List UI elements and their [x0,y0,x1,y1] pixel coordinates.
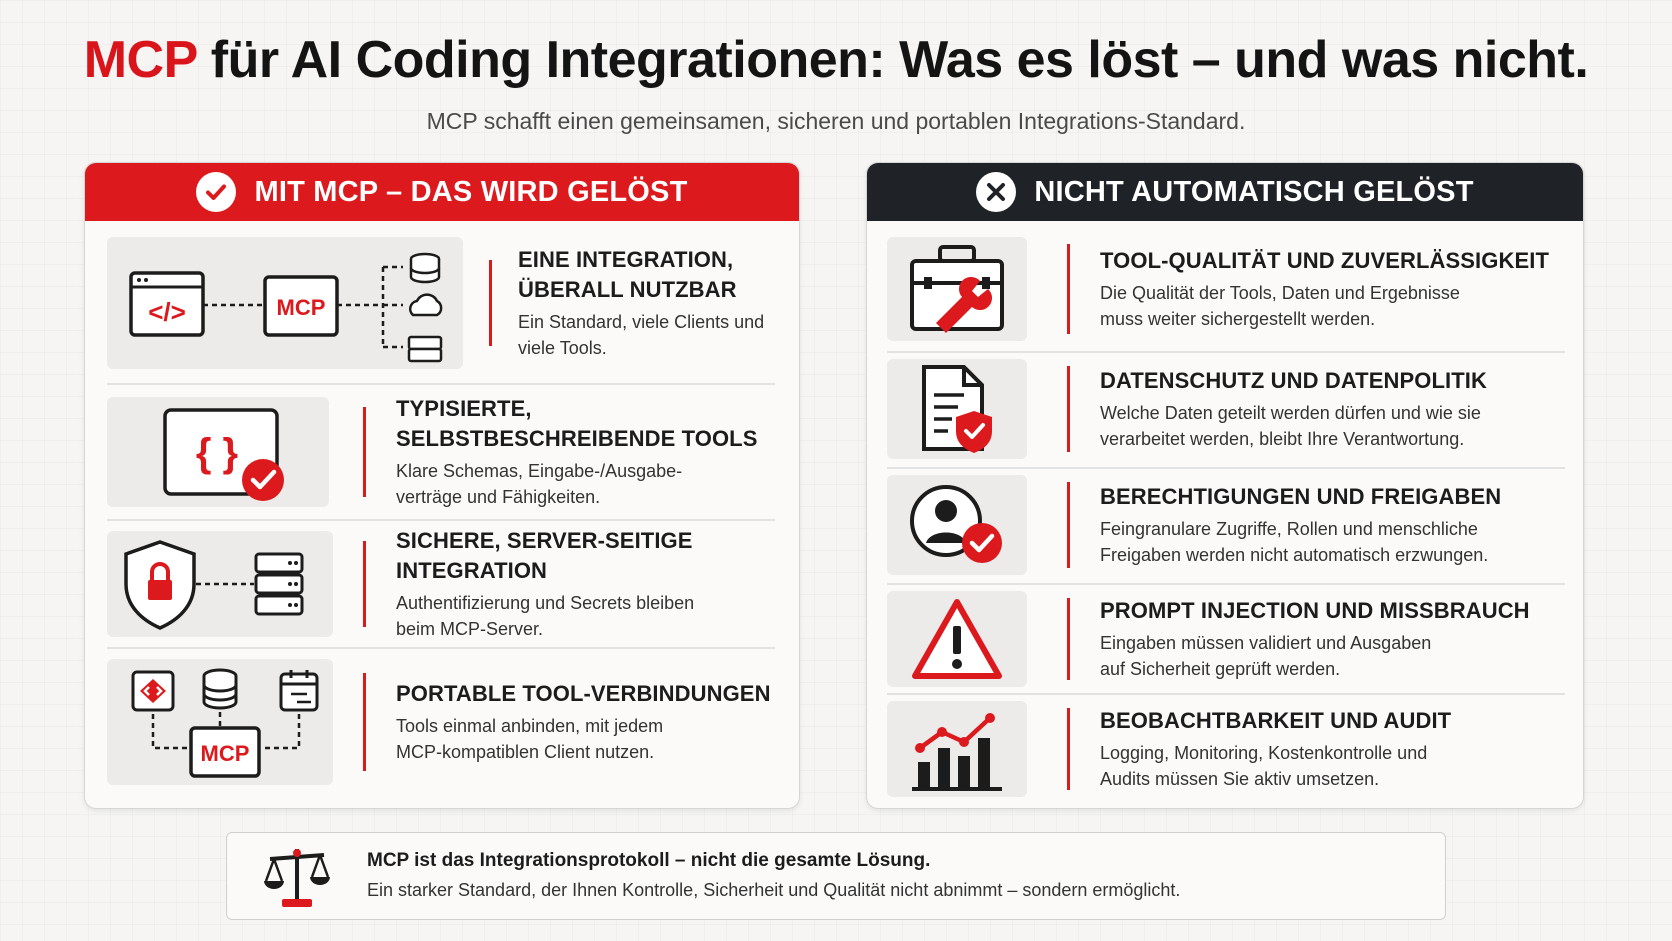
solved-panel-header: MIT MCP – DAS WIRD GELÖST [85,163,799,221]
summary-desc: Ein starker Standard, der Ihnen Kontroll… [367,880,1181,900]
divider [887,583,1565,585]
solved-item-desc: Klare Schemas, Eingabe-/Ausgabe- [396,461,683,481]
unsolved-item-title: BERECHTIGUNGEN UND FREIGABEN [1100,484,1502,509]
x-circle-icon [976,172,1017,212]
unsolved-item-title: PROMPT INJECTION UND MISSBRAUCH [1100,598,1530,623]
solved-item-desc: viele Tools. [518,338,607,358]
unsolved-item: TOOL-QUALITÄT UND ZUVERLÄSSIGKEIT Die Qu… [887,237,1567,341]
divider [107,383,775,385]
solved-item-desc: verträge und Fähigkeiten. [396,487,601,507]
check-circle-icon [196,172,237,212]
summary-box: MCP ist das Integrationsprotokoll – nich… [226,832,1446,920]
solved-item: MCP PORTABLE TOOL-VERBINDUNGEN Tools ein… [107,659,783,785]
solved-item-desc: Authentifizierung und Secrets bleiben [396,593,695,613]
document-shield-icon [887,359,1027,459]
divider [887,693,1565,695]
solved-item-title: ÜBERALL NUTZBAR [518,277,737,302]
unsolved-item: BERECHTIGUNGEN UND FREIGABEN Feingranula… [887,475,1567,575]
solved-panel: MIT MCP – DAS WIRD GELÖST </> MCP [84,162,800,809]
unsolved-item-desc: Logging, Monitoring, Kostenkontrolle und [1100,743,1428,763]
unsolved-item-desc: Welche Daten geteilt werden dürfen und w… [1100,403,1481,423]
user-check-icon [887,475,1027,575]
portable-connections-icon: MCP [107,659,333,785]
divider [887,351,1565,353]
unsolved-item-desc: verarbeitet werden, bleibt Ihre Verantwo… [1100,429,1465,449]
shield-server-icon [107,531,333,637]
solved-item-desc: Tools einmal anbinden, mit jedem [396,716,664,736]
not-solved-panel: NICHT AUTOMATISCH GELÖST TOOL-QUALITÄT U… [866,162,1584,809]
balance-scale-icon [227,841,367,911]
integration-hub-icon: </> MCP [107,237,463,369]
unsolved-item-title: BEOBACHTBARKEIT UND AUDIT [1100,708,1452,733]
unsolved-item-desc: Audits müssen Sie aktiv umsetzen. [1100,769,1380,789]
not-solved-panel-title: NICHT AUTOMATISCH GELÖST [1034,175,1474,208]
unsolved-item: BEOBACHTBARKEIT UND AUDIT Logging, Monit… [887,701,1567,797]
solved-item-desc: beim MCP-Server. [396,619,544,639]
not-solved-panel-header: NICHT AUTOMATISCH GELÖST [867,163,1583,221]
unsolved-item: PROMPT INJECTION UND MISSBRAUCH Eingaben… [887,591,1567,687]
page-title-accent: MCP [83,31,198,89]
solved-item-desc: Ein Standard, viele Clients und [518,312,765,332]
unsolved-item-title: DATENSCHUTZ UND DATENPOLITIK [1100,368,1487,393]
unsolved-item-desc: muss weiter sichergestellt werden. [1100,309,1376,329]
warning-triangle-icon [887,591,1027,687]
solved-item: SICHERE, SERVER-SEITIGE INTEGRATION Auth… [107,528,783,639]
unsolved-item-desc: auf Sicherheit geprüft werden. [1100,659,1341,679]
schema-check-icon: { } [107,397,329,507]
solved-item-title: PORTABLE TOOL-VERBINDUNGEN [396,681,771,706]
integration-hub-label: MCP [277,295,326,320]
unsolved-item-desc: Feingranulare Zugriffe, Rollen und mensc… [1100,519,1478,539]
unsolved-item-desc: Die Qualität der Tools, Daten und Ergebn… [1100,283,1460,303]
solved-item-title: SICHERE, SERVER-SEITIGE INTEGRATION [396,528,693,583]
unsolved-item: DATENSCHUTZ UND DATENPOLITIK Welche Date… [887,359,1567,459]
page-title-rest: für AI Coding Integrationen: Was es löst… [210,31,1589,89]
portable-connections-label: MCP [201,741,250,766]
solved-item-title: EINE INTEGRATION, [518,247,734,272]
unsolved-item-title: TOOL-QUALITÄT UND ZUVERLÄSSIGKEIT [1100,248,1549,273]
page-subtitle: MCP schafft einen gemeinsamen, sicheren … [426,108,1246,134]
bar-chart-trend-icon [887,701,1027,797]
divider [107,519,775,521]
solved-item-desc: MCP-kompatiblen Client nutzen. [396,742,655,762]
solved-item: </> MCP EINE INTEGRATION, ÜBERALL NUTZBA… [107,237,783,369]
summary-title: MCP ist das Integrationsprotokoll – nich… [367,850,931,871]
solved-panel-title: MIT MCP – DAS WIRD GELÖST [254,175,688,208]
page-title: MCP für AI Coding Integrationen: Was es … [0,30,1672,90]
divider [887,467,1565,469]
divider [107,647,775,649]
toolbox-icon [887,237,1027,341]
schema-braces: { } [196,431,238,475]
svg-text:</>: </> [148,297,186,327]
solved-item: { } TYPISIERTE, SELBSTBESCHREIBENDE TOOL… [107,396,783,507]
unsolved-item-desc: Eingaben müssen validiert und Ausgaben [1100,633,1432,653]
unsolved-item-desc: Freigaben werden nicht automatisch erzwu… [1100,545,1489,565]
solved-item-title: TYPISIERTE, SELBSTBESCHREIBENDE TOOLS [396,396,758,451]
